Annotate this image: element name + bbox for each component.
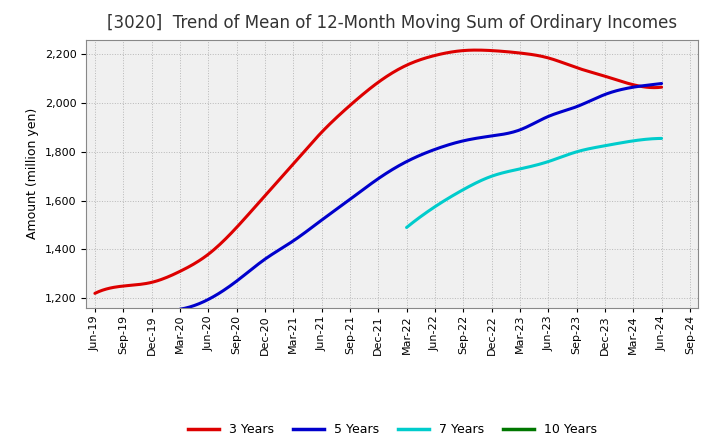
Legend: 3 Years, 5 Years, 7 Years, 10 Years: 3 Years, 5 Years, 7 Years, 10 Years (183, 418, 602, 440)
Title: [3020]  Trend of Mean of 12-Month Moving Sum of Ordinary Incomes: [3020] Trend of Mean of 12-Month Moving … (107, 15, 678, 33)
Y-axis label: Amount (million yen): Amount (million yen) (27, 108, 40, 239)
